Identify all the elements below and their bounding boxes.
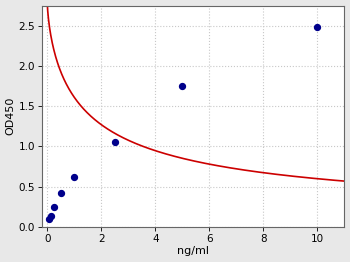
Y-axis label: OD450: OD450 — [6, 97, 15, 135]
X-axis label: ng/ml: ng/ml — [177, 247, 209, 256]
Point — [71, 175, 77, 179]
Point — [315, 25, 320, 29]
Point — [48, 214, 54, 218]
Point — [51, 205, 57, 209]
Point — [46, 217, 52, 221]
Point — [112, 140, 118, 144]
Point — [180, 84, 185, 88]
Point — [58, 191, 64, 195]
